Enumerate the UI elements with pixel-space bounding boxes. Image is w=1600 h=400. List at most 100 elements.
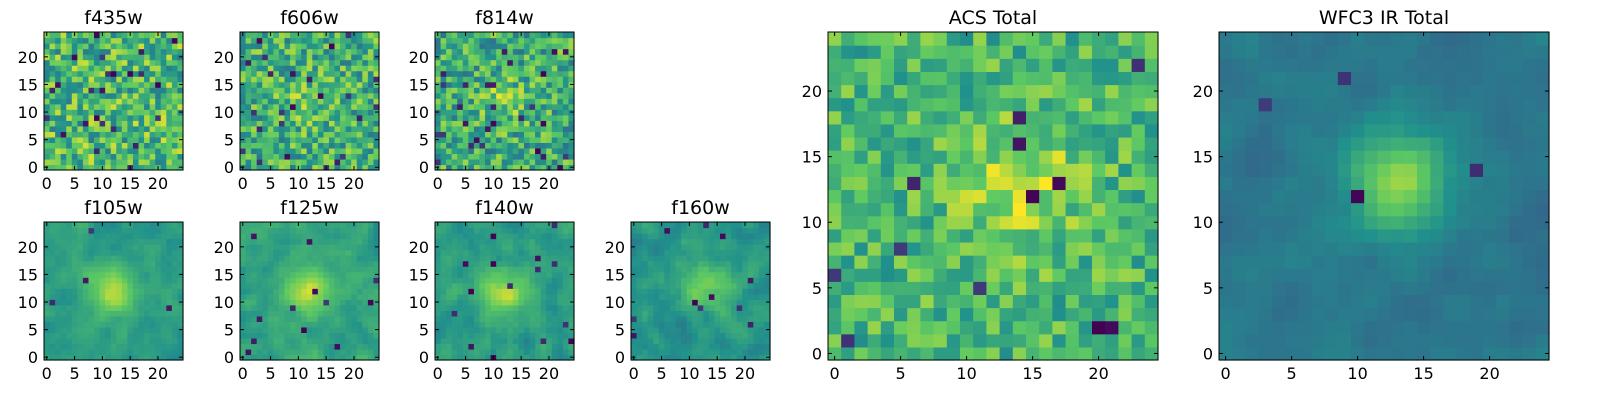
- heatmap-cell: [295, 120, 302, 127]
- heatmap-cell: [501, 227, 508, 234]
- heatmap-cell: [462, 153, 469, 160]
- heatmap-cell: [66, 142, 73, 149]
- heatmap-cell: [894, 202, 908, 217]
- heatmap-cell: [295, 147, 302, 155]
- heatmap-cell: [854, 189, 869, 204]
- heatmap-cell: [49, 131, 56, 138]
- heatmap-cell: [290, 37, 297, 44]
- heatmap-cell: [557, 43, 564, 50]
- heatmap-cell: [468, 249, 475, 256]
- heatmap-cell: [267, 293, 274, 300]
- heatmap-cell: [373, 288, 380, 295]
- heatmap-cell: [94, 271, 101, 278]
- heatmap-cell: [60, 142, 67, 149]
- heatmap-cell: [468, 315, 475, 322]
- heatmap-cell: [301, 103, 308, 110]
- heatmap-cell: [278, 271, 286, 278]
- heatmap-cell: [340, 32, 347, 39]
- heatmap-cell: [149, 43, 156, 50]
- heatmap-cell: [747, 282, 754, 289]
- heatmap-cell: [312, 321, 319, 328]
- heatmap-cell: [55, 326, 62, 333]
- heatmap-cell: [312, 43, 319, 50]
- heatmap-cell: [267, 288, 274, 295]
- heatmap-cell: [523, 310, 531, 317]
- heatmap-cell: [933, 294, 948, 309]
- heatmap-cell: [462, 98, 469, 105]
- heatmap-cell: [55, 299, 62, 306]
- heatmap-cell: [177, 32, 184, 39]
- heatmap-cell: [468, 136, 475, 143]
- heatmap-cell: [462, 310, 469, 317]
- heatmap-cell: [507, 164, 514, 171]
- heatmap-cell: [540, 114, 547, 121]
- heatmap-cell: [485, 87, 492, 94]
- heatmap-cell: [507, 310, 514, 317]
- heatmap-cell: [435, 293, 442, 300]
- heatmap-cell: [290, 326, 297, 333]
- heatmap-cell: [451, 103, 458, 110]
- heatmap-cell: [284, 164, 291, 171]
- heatmap-cell: [518, 321, 525, 328]
- heatmap-cell: [658, 238, 665, 245]
- heatmap-cell: [518, 343, 525, 350]
- heatmap-cell: [88, 310, 95, 317]
- heatmap-cell: [44, 238, 51, 245]
- heatmap-cell: [88, 244, 95, 251]
- heatmap-cell: [306, 43, 313, 50]
- heatmap-cell: [273, 131, 280, 138]
- heatmap-cell: [540, 109, 547, 116]
- heatmap-cell: [177, 343, 184, 350]
- heatmap-cell: [367, 120, 375, 127]
- heatmap-cell: [894, 150, 908, 164]
- heatmap-cell: [251, 43, 258, 50]
- heatmap-cell: [171, 70, 179, 77]
- heatmap-cell: [94, 70, 101, 77]
- heatmap-cell: [82, 238, 90, 245]
- heatmap-cell: [351, 48, 358, 55]
- heatmap-cell: [1012, 255, 1027, 269]
- heatmap-cell: [440, 310, 447, 317]
- heatmap-cell: [490, 120, 497, 127]
- heatmap-cell: [177, 142, 184, 149]
- heatmap-cell: [747, 277, 754, 284]
- heatmap-cell: [529, 222, 536, 229]
- heatmap-cell: [457, 81, 464, 88]
- heatmap-cell: [256, 147, 263, 155]
- heatmap-cell: [317, 142, 324, 149]
- heatmap-cell: [367, 87, 375, 94]
- heatmap-cell: [351, 76, 358, 83]
- heatmap-cell: [144, 233, 151, 240]
- heatmap-cell: [373, 222, 380, 229]
- heatmap-cell: [121, 227, 128, 234]
- heatmap-cell: [356, 255, 363, 262]
- heatmap-cell: [529, 131, 536, 138]
- heatmap-cell: [295, 326, 302, 333]
- heatmap-cell: [490, 238, 497, 245]
- heatmap-cell: [149, 131, 156, 138]
- heatmap-cell: [240, 37, 247, 44]
- heatmap-cell: [742, 337, 749, 345]
- heatmap-cell: [440, 76, 447, 83]
- heatmap-cell: [731, 293, 738, 300]
- heatmap-cell: [462, 76, 469, 83]
- heatmap-cell: [725, 222, 732, 229]
- heatmap-cell: [317, 81, 324, 88]
- heatmap-cell: [116, 293, 123, 300]
- heatmap-cell: [462, 87, 469, 94]
- heatmap-cell: [758, 227, 766, 234]
- heatmap-cell: [295, 255, 302, 262]
- heatmap-cell: [960, 268, 974, 282]
- heatmap-cell: [132, 255, 140, 262]
- heatmap-cell: [681, 354, 688, 361]
- heatmap-cell: [758, 343, 766, 350]
- heatmap-cell: [462, 348, 469, 356]
- heatmap-cell: [105, 147, 112, 155]
- heatmap-cell: [71, 142, 78, 149]
- heatmap-cell: [1144, 346, 1159, 361]
- heatmap-cell: [60, 54, 67, 61]
- heatmap-cell: [764, 337, 771, 345]
- heatmap-cell: [933, 255, 948, 269]
- heatmap-cell: [562, 293, 570, 300]
